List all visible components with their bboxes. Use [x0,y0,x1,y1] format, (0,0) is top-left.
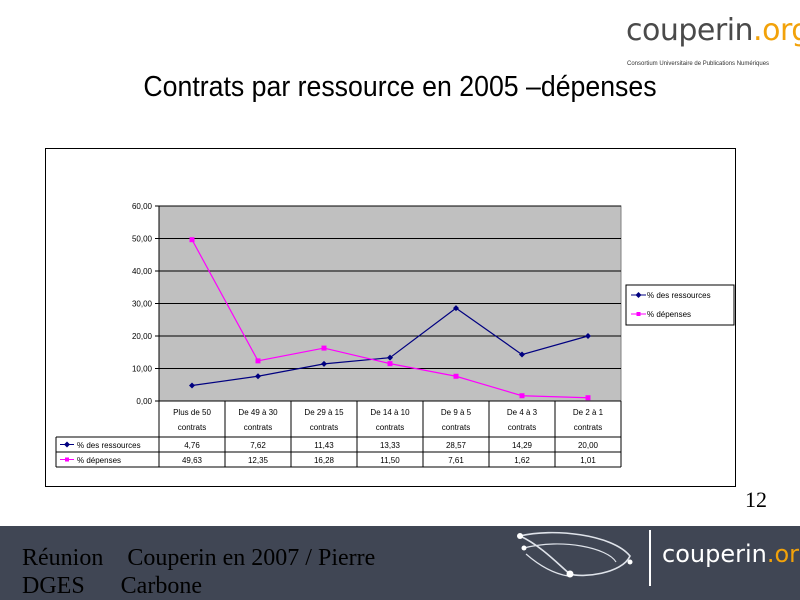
y-tick-label: 30,00 [132,300,153,309]
data-point [189,382,195,389]
x-tick-label: De 2 à 1 [573,408,604,417]
y-tick-label: 60,00 [132,202,153,211]
x-tick-label: contrats [574,423,602,432]
table-cell: 12,35 [248,456,269,465]
logo-tagline: Consortium Universitaire de Publications… [627,61,770,67]
legend-box [625,284,735,326]
table-cell: 4,76 [184,441,200,450]
data-point [321,345,327,351]
table-cell: 11,50 [380,456,400,465]
logo-word-org: .org [753,13,800,48]
x-tick-label: contrats [178,423,206,432]
logo-wordmark: couperin.org [626,14,800,48]
legend-label: % des ressources [647,291,711,300]
table-cell: 7,61 [448,456,464,465]
y-tick-label: 20,00 [132,332,153,341]
table-cell: 7,62 [250,441,266,450]
x-tick-label: De 14 à 10 [370,408,410,417]
table-cell: 20,00 [578,441,599,450]
footer-logo-word-org: .org [766,540,800,568]
data-point [453,373,459,379]
x-tick-label: Plus de 50 [173,408,211,417]
table-cell: 1,01 [580,456,596,465]
legend-marker [635,292,642,298]
data-point [255,373,261,380]
data-point [519,351,525,358]
x-tick-label: contrats [376,423,404,432]
swoosh-icon [517,531,633,578]
table-cell: 16,28 [314,456,335,465]
table-legend-marker [64,441,70,448]
table-series-name: % des ressources [77,441,141,450]
data-point [189,237,195,243]
table-cell: 11,43 [314,441,334,450]
footer-logo: couperin.org [662,540,800,568]
y-tick-label: 10,00 [132,365,153,374]
data-point [387,354,393,361]
x-tick-label: De 9 à 5 [441,408,472,417]
footer-divider [649,530,651,586]
y-tick-label: 50,00 [132,235,153,244]
table-cell: 28,57 [446,441,467,450]
data-point [453,305,459,312]
y-tick-label: 0,00 [136,397,152,406]
x-tick-label: De 4 à 3 [507,408,538,417]
table-cell: 13,33 [380,441,401,450]
data-point [387,361,393,367]
table-legend-marker [65,457,69,462]
y-tick-label: 40,00 [132,267,153,276]
x-tick-label: contrats [508,423,536,432]
x-tick-label: contrats [244,423,272,432]
table-cell: 49,63 [182,456,203,465]
data-point [585,333,591,339]
footer-logo-word-main: couperin [662,540,767,568]
data-point [321,360,327,367]
table-cell: 1,62 [514,456,530,465]
x-tick-label: De 29 à 15 [304,408,344,417]
chart: 0,00 10,00 20,00 30,00 40,00 50,00 60,00 Plus d… [55,202,735,468]
slide-title: Contrats par ressource en 2005 –dépenses [143,71,657,103]
footer-bar [0,526,800,600]
page-number: 12 [745,487,767,512]
table-series-name: % dépenses [77,456,121,465]
table-cell: 14,29 [512,441,533,450]
footer-text: Réunion Couperin en 2007 / Pierre DGES C… [22,545,376,599]
data-point [519,393,525,399]
logo-word-main: couperin [626,13,754,48]
legend-marker [636,312,641,316]
chart-frame: 0,00 10,00 20,00 30,00 40,00 50,00 60,00 Plus d… [45,148,736,487]
x-tick-label: contrats [310,423,338,432]
data-point [585,395,591,401]
x-tick-label: contrats [442,423,470,432]
data-point [255,358,261,364]
legend-label: % dépenses [647,310,691,319]
x-tick-label: De 49 à 30 [238,408,278,417]
couperin-logo: couperin.org Consortium Universitaire de… [626,14,800,72]
